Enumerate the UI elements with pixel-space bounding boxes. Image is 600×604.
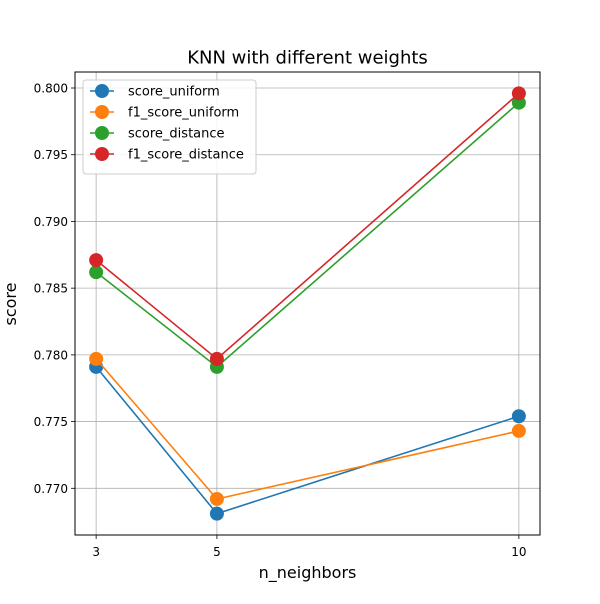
y-tick-layer: 0.770 0.775 0.780 0.785 0.790 0.795 0.800 <box>34 82 75 496</box>
data-point <box>511 409 526 424</box>
series-f1_score_uniform <box>89 351 526 506</box>
legend-marker <box>95 147 109 161</box>
y-axis-label: score <box>1 283 20 326</box>
legend-label: score_uniform <box>128 85 220 100</box>
x-tick-layer: 3 5 10 <box>92 535 527 559</box>
chart-title: KNN with different weights <box>187 48 428 69</box>
legend-box <box>82 79 257 175</box>
y-tick-label: 0.800 <box>34 82 68 96</box>
x-tick-label: 5 <box>213 545 221 559</box>
x-tick-label: 10 <box>511 545 526 559</box>
legend-label: f1_score_uniform <box>128 106 239 121</box>
y-tick-label: 0.775 <box>34 415 68 429</box>
series-layer <box>89 86 526 521</box>
y-tick-label: 0.790 <box>34 215 68 229</box>
legend-marker <box>95 84 109 98</box>
legend-marker <box>95 126 109 140</box>
series-f1_score_distance <box>89 86 526 366</box>
legend-item-f1_score_distance: f1_score_distance <box>90 147 244 163</box>
legend: score_uniform f1_score_uniform score_dista… <box>82 79 257 175</box>
data-point <box>89 351 104 366</box>
y-tick-label: 0.770 <box>34 482 68 496</box>
y-tick-label: 0.795 <box>34 148 68 162</box>
legend-label: f1_score_distance <box>128 148 244 163</box>
x-axis-label: n_neighbors <box>259 563 357 583</box>
data-point <box>209 351 224 366</box>
data-point <box>89 265 104 280</box>
legend-item-score_uniform: score_uniform <box>90 84 220 100</box>
data-point <box>511 423 526 438</box>
data-point <box>89 253 104 268</box>
plot-frame <box>74 71 541 536</box>
data-point <box>209 506 224 521</box>
y-tick-label: 0.785 <box>34 282 68 296</box>
data-point <box>209 491 224 506</box>
x-tick-label: 3 <box>92 545 100 559</box>
legend-item-score_distance: score_distance <box>90 126 225 142</box>
y-tick-label: 0.780 <box>34 348 68 362</box>
legend-marker <box>95 105 109 119</box>
legend-item-f1_score_uniform: f1_score_uniform <box>90 105 239 121</box>
data-point <box>511 86 526 101</box>
legend-label: score_distance <box>128 127 225 142</box>
